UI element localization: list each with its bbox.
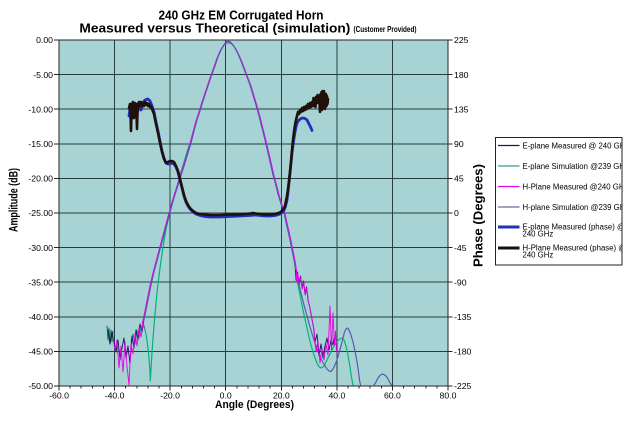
svg-text:E-plane Measured (phase) @: E-plane Measured (phase) @ xyxy=(523,223,625,232)
svg-text:-45: -45 xyxy=(454,243,467,253)
svg-text:-225: -225 xyxy=(454,381,472,391)
svg-text:H-Plane Measured @240 GHz: H-Plane Measured @240 GHz xyxy=(523,183,629,192)
svg-text:225: 225 xyxy=(454,35,469,45)
svg-text:80.0: 80.0 xyxy=(440,391,457,401)
svg-text:0: 0 xyxy=(454,208,459,218)
svg-text:H-Plane Measured (phase) @: H-Plane Measured (phase) @ xyxy=(523,244,627,253)
svg-text:-10.00: -10.00 xyxy=(28,104,53,114)
svg-text:-20.00: -20.00 xyxy=(28,174,53,184)
svg-text:(Customer Provided): (Customer Provided) xyxy=(354,24,417,34)
svg-text:180: 180 xyxy=(454,70,469,80)
svg-text:-90: -90 xyxy=(454,277,467,287)
svg-text:0.0: 0.0 xyxy=(220,391,232,401)
svg-text:Amplitude (dB): Amplitude (dB) xyxy=(7,168,21,232)
svg-text:-20.0: -20.0 xyxy=(160,391,180,401)
svg-text:240 GHz EM Corrugated Horn: 240 GHz EM Corrugated Horn xyxy=(159,9,324,23)
svg-text:0.00: 0.00 xyxy=(36,35,53,45)
svg-text:Phase (Degrees): Phase (Degrees) xyxy=(472,164,486,267)
svg-text:240 GHz: 240 GHz xyxy=(523,230,554,239)
svg-text:Angle (Degrees): Angle (Degrees) xyxy=(215,399,294,411)
svg-text:E-plane Simulation @239 GHz: E-plane Simulation @239 GHz xyxy=(523,162,629,171)
svg-text:-30.00: -30.00 xyxy=(28,243,53,253)
svg-text:135: 135 xyxy=(454,104,469,114)
svg-text:E-plane Measured @ 240 GHz: E-plane Measured @ 240 GHz xyxy=(523,142,630,151)
svg-text:-45.00: -45.00 xyxy=(28,347,53,357)
svg-text:-25.00: -25.00 xyxy=(28,208,53,218)
svg-text:-135: -135 xyxy=(454,312,472,322)
svg-text:-15.00: -15.00 xyxy=(28,139,53,149)
svg-text:90: 90 xyxy=(454,139,464,149)
svg-text:-60.0: -60.0 xyxy=(49,391,69,401)
svg-text:Measured versus Theoretical (s: Measured versus Theoretical (simulation) xyxy=(79,21,350,36)
svg-text:20.0: 20.0 xyxy=(273,391,290,401)
svg-text:-180: -180 xyxy=(454,347,472,357)
svg-text:-5.00: -5.00 xyxy=(33,70,53,80)
svg-text:45: 45 xyxy=(454,174,464,184)
svg-text:60.0: 60.0 xyxy=(384,391,401,401)
svg-text:H-plane Simulation @239 GHz: H-plane Simulation @239 GHz xyxy=(523,203,630,212)
svg-text:240 GHz: 240 GHz xyxy=(523,251,554,260)
svg-text:-40.00: -40.00 xyxy=(28,312,53,322)
svg-text:40.0: 40.0 xyxy=(328,391,345,401)
svg-text:-40.0: -40.0 xyxy=(105,391,125,401)
svg-text:-35.00: -35.00 xyxy=(28,277,53,287)
svg-text:-50.00: -50.00 xyxy=(28,381,53,391)
